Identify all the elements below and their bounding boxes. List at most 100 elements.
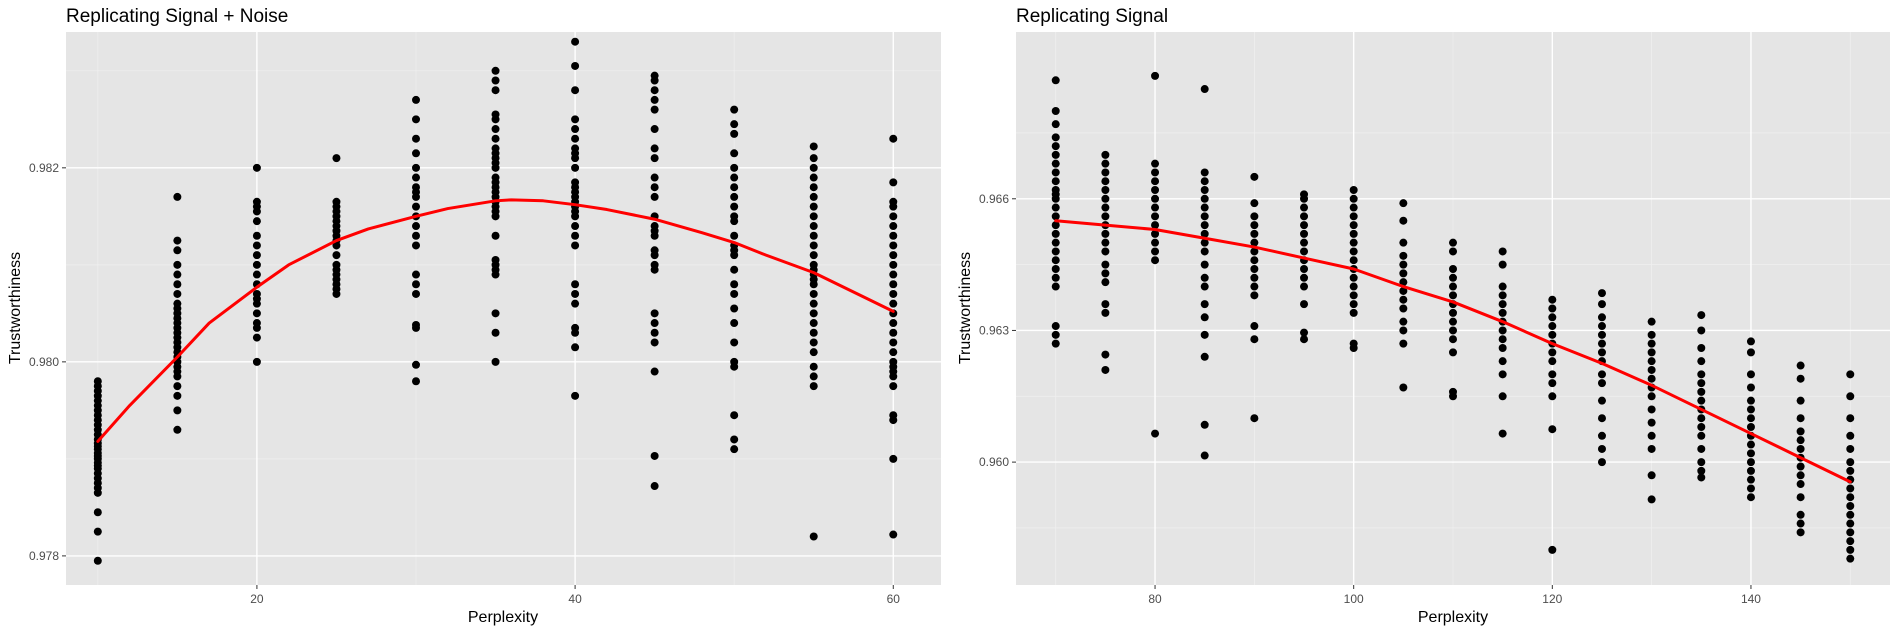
- data-point: [252, 163, 261, 172]
- data-point: [332, 251, 341, 260]
- data-point: [1051, 203, 1060, 212]
- data-point: [650, 451, 659, 460]
- data-point: [1101, 350, 1110, 359]
- data-point: [1101, 150, 1110, 159]
- data-point: [1548, 313, 1557, 322]
- data-point: [1746, 423, 1755, 431]
- data-point: [1200, 282, 1209, 291]
- data-point: [730, 212, 739, 221]
- data-point: [412, 134, 420, 143]
- data-point: [650, 246, 659, 255]
- data-point: [1051, 256, 1060, 265]
- data-point: [730, 163, 739, 172]
- data-point: [1846, 545, 1855, 554]
- data-point: [809, 260, 818, 269]
- data-point: [571, 125, 580, 134]
- data-point: [1449, 265, 1457, 273]
- data-point: [252, 217, 261, 226]
- data-point: [730, 129, 739, 138]
- data-point: [571, 391, 580, 400]
- data-point: [1399, 317, 1408, 326]
- data-point: [93, 377, 102, 386]
- data-point: [571, 280, 580, 289]
- data-point: [1647, 471, 1656, 480]
- data-point: [491, 66, 500, 75]
- data-point: [1200, 420, 1209, 429]
- data-point: [1697, 311, 1706, 320]
- y-tick-label: 0.960: [979, 455, 1009, 469]
- data-point: [1846, 414, 1855, 423]
- data-point: [1250, 291, 1259, 300]
- data-point: [1051, 76, 1060, 85]
- data-point: [889, 319, 898, 328]
- data-point: [1300, 300, 1309, 309]
- data-point: [1746, 383, 1755, 392]
- data-point: [1746, 396, 1755, 405]
- data-point: [571, 231, 580, 240]
- data-point: [1746, 348, 1755, 357]
- data-point: [1250, 273, 1259, 282]
- data-point: [1746, 405, 1755, 414]
- data-point: [1151, 203, 1160, 212]
- data-point: [1051, 150, 1060, 159]
- data-point: [1498, 392, 1507, 401]
- data-point: [491, 110, 500, 119]
- data-point: [173, 192, 182, 201]
- data-points: [1051, 71, 1855, 563]
- data-point: [730, 289, 739, 298]
- data-point: [1498, 344, 1507, 352]
- data-point: [1300, 328, 1309, 337]
- y-tick-label: 0.980: [29, 355, 59, 369]
- data-point: [1300, 190, 1309, 199]
- data-point: [1548, 348, 1557, 357]
- data-point: [1250, 212, 1259, 221]
- y-tick-label: 0.966: [979, 192, 1009, 206]
- data-point: [1200, 273, 1209, 282]
- data-point: [571, 144, 580, 153]
- data-point: [1796, 427, 1805, 436]
- data-point: [491, 125, 500, 134]
- data-point: [1647, 418, 1656, 427]
- data-point: [1300, 229, 1309, 238]
- data-point: [1300, 247, 1309, 256]
- data-point: [1597, 370, 1606, 379]
- data-point: [412, 377, 420, 386]
- data-point: [173, 299, 182, 308]
- data-point: [1846, 528, 1855, 537]
- data-point: [730, 183, 739, 192]
- data-point: [1051, 330, 1060, 339]
- data-point: [491, 144, 500, 153]
- data-point: [1349, 282, 1358, 291]
- data-point: [650, 71, 659, 80]
- data-point: [173, 382, 182, 391]
- data-point: [730, 105, 739, 114]
- data-point: [1597, 431, 1606, 440]
- data-point: [889, 280, 898, 289]
- data-point: [332, 260, 341, 269]
- data-point: [1349, 300, 1358, 309]
- data-point: [650, 125, 659, 134]
- data-point: [1846, 537, 1855, 546]
- data-point: [571, 299, 580, 308]
- data-point: [1399, 286, 1408, 295]
- data-point: [1846, 444, 1855, 453]
- data-point: [889, 134, 898, 143]
- data-point: [809, 362, 818, 371]
- data-point: [809, 154, 818, 163]
- data-point: [1597, 300, 1606, 309]
- data-point: [1697, 431, 1706, 440]
- data-point: [1051, 322, 1060, 331]
- data-point: [1746, 449, 1755, 458]
- data-point: [1647, 330, 1656, 339]
- data-point: [889, 357, 898, 366]
- data-point: [1647, 357, 1656, 366]
- data-point: [1151, 238, 1160, 247]
- data-point: [173, 236, 182, 245]
- data-point: [1051, 177, 1060, 186]
- data-point: [1647, 405, 1656, 414]
- data-point: [1449, 326, 1457, 335]
- data-point: [1101, 365, 1110, 374]
- data-point: [252, 241, 261, 250]
- fit-line: [96, 198, 895, 443]
- data-point: [1051, 142, 1060, 151]
